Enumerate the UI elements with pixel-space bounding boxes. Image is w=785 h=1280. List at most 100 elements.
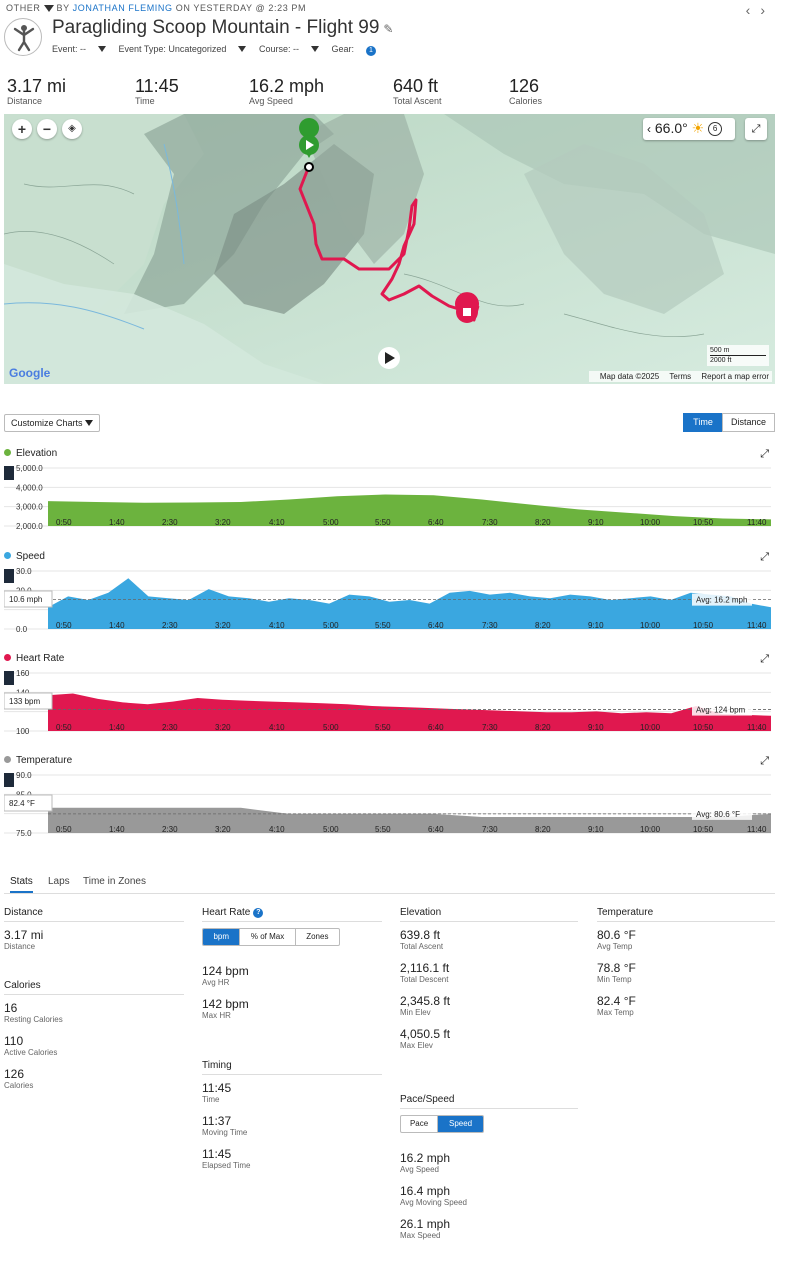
google-logo-text: Google <box>9 366 51 380</box>
course-label: Course: -- <box>258 44 299 54</box>
legend-dot <box>4 654 11 661</box>
x-tick-label: 11:40 <box>747 518 767 527</box>
event-label: Event: -- <box>52 44 87 54</box>
route-map[interactable]: + − ◈ ‹ 66.0° ☀ 6 ⤢ 500 m 2000 ft Google… <box>4 114 775 384</box>
stat-label: Avg Temp <box>597 942 633 951</box>
section-heading: Pace/Speed <box>400 1094 578 1109</box>
activity-date: ON YESTERDAY @ 2:23 PM <box>175 3 307 13</box>
avg-label-bg <box>692 703 752 716</box>
event-type-select[interactable]: Event Type: Uncategorized <box>119 44 247 54</box>
stat-value: 82.4 °F <box>597 994 636 1008</box>
summary-value: 126 <box>509 76 540 96</box>
stat-value: 11:45 <box>202 1147 232 1161</box>
event-select[interactable]: Event: -- <box>52 44 107 54</box>
chart-scrub-handle[interactable] <box>4 773 14 787</box>
expand-chart-icon[interactable]: ⤢ <box>760 448 769 460</box>
chart-scrub-handle[interactable] <box>4 569 14 583</box>
stat-item: 80.6 °F Avg Temp <box>597 928 775 951</box>
stat-value: 16.4 mph <box>400 1184 451 1198</box>
stat-item: 142 bpm Max HR <box>202 997 382 1020</box>
x-tick-label: 5:00 <box>323 723 339 732</box>
toggle-zones[interactable]: Zones <box>306 932 329 941</box>
x-tick-label: 5:00 <box>323 621 339 630</box>
x-tick-label: 7:30 <box>482 621 498 630</box>
fullscreen-icon[interactable]: ⤢ <box>745 118 767 140</box>
chart-scrub-handle[interactable] <box>4 466 14 480</box>
expand-chart-icon[interactable]: ⤢ <box>760 755 769 767</box>
summary-time: 11:45 Time <box>135 76 179 106</box>
chart-scrub-handle[interactable] <box>4 671 14 685</box>
stat-value: 4,050.5 ft <box>400 1027 451 1041</box>
stat-label: Avg HR <box>202 978 230 987</box>
y-tick-label: 5,000.0 <box>16 464 43 473</box>
expand-chart-icon[interactable]: ⤢ <box>760 653 769 665</box>
tab-time-in-zones[interactable]: Time in Zones <box>83 876 146 887</box>
prev-activity-icon[interactable]: ‹ <box>745 2 761 18</box>
help-icon[interactable]: ? <box>253 908 264 918</box>
stats-section-calories: Calories 16 Resting Calories 110 Active Calo… <box>4 980 184 1090</box>
stat-value: 26.1 mph <box>400 1217 451 1231</box>
stats-section-pace-speed: Pace/Speed Pace Speed 16.2 mph Avg Speed 16.4… <box>400 1094 578 1240</box>
chart-2[interactable]: Avg: 124 bpm1601401000:501:402:303:204:1… <box>4 667 774 753</box>
stat-label: Max Elev <box>400 1041 433 1050</box>
activity-nav: ‹› <box>746 2 775 18</box>
chart-0[interactable]: 5,000.0 4,000.0 3,000.0 2,000.0 0:50 1:40 2:30… <box>4 462 774 548</box>
expand-chart-icon[interactable]: ⤢ <box>760 551 769 563</box>
edit-pencil-icon[interactable]: ✎ <box>383 22 394 36</box>
chart-1[interactable]: Avg: 16.2 mph30.020.00.00:501:402:303:20… <box>4 565 774 651</box>
stat-item: 11:37 Moving Time <box>202 1114 382 1137</box>
time-toggle[interactable]: Time <box>683 413 723 432</box>
hover-value-bg <box>4 590 53 608</box>
gear-field[interactable]: Gear: 1 <box>331 44 386 56</box>
wind-icon: 6 <box>708 122 723 136</box>
report-map-error-link[interactable]: Report a map error <box>701 372 769 381</box>
x-tick-label: 5:50 <box>375 621 391 630</box>
section-heading-text: Pace/Speed <box>400 1094 455 1105</box>
activity-type-icon <box>4 18 42 56</box>
distance-toggle[interactable]: Distance <box>722 413 775 432</box>
start-marker[interactable] <box>299 118 320 172</box>
zoom-out-button[interactable]: − <box>37 119 57 139</box>
stat-value: 11:37 <box>202 1114 232 1128</box>
end-marker[interactable] <box>455 292 480 323</box>
stat-label: Max Temp <box>597 1008 634 1017</box>
stat-value: 78.8 °F <box>597 961 636 975</box>
weather-widget[interactable]: ‹ 66.0° ☀ 6 <box>643 118 735 140</box>
x-tick-label: 10:50 <box>693 723 714 732</box>
x-tick-label: 6:40 <box>428 825 444 834</box>
unit-toggle: bpm% of Max Zones <box>202 928 340 946</box>
summary-label: Time <box>135 96 155 106</box>
toggle-pace[interactable]: Pace <box>401 1116 439 1132</box>
series-area <box>48 807 771 833</box>
x-tick-label: 8:20 <box>535 518 551 527</box>
toggle-speed[interactable]: Speed <box>438 1116 483 1132</box>
summary-value: 3.17 mi <box>7 76 67 96</box>
tab-laps[interactable]: Laps <box>48 876 70 887</box>
layers-icon[interactable]: ◈ <box>62 119 82 139</box>
sun-icon: ☀ <box>691 120 705 136</box>
collapse-chevron-icon[interactable]: ‹ <box>647 122 651 136</box>
play-button[interactable] <box>378 347 400 369</box>
next-activity-icon[interactable]: › <box>760 2 775 18</box>
y-tick-label: 160 <box>16 669 30 678</box>
caret-down-icon[interactable] <box>43 5 54 12</box>
activity-byline: OTHER BY JONATHAN FLEMING ON YESTERDAY @ … <box>6 3 306 13</box>
course-select[interactable]: Course: -- <box>259 44 319 54</box>
terms-link[interactable]: Terms <box>669 372 692 381</box>
y-tick-label: 100 <box>16 727 30 736</box>
chart-3[interactable]: Avg: 80.6 °F90.085.075.00:501:402:303:20… <box>4 769 774 855</box>
author-link[interactable]: JONATHAN FLEMING <box>72 3 173 13</box>
customize-charts-button[interactable]: Customize Charts <box>4 414 100 432</box>
toggle-bpm[interactable]: bpm <box>203 929 241 945</box>
summary-label: Avg Speed <box>249 96 293 106</box>
x-tick-label: 5:50 <box>375 825 391 834</box>
x-tick-label: 10:00 <box>640 723 661 732</box>
tab-stats[interactable]: Stats <box>10 876 33 893</box>
zoom-in-button[interactable]: + <box>12 119 32 139</box>
hover-value: 82.4 °F <box>9 799 35 808</box>
x-tick-label: 3:20 <box>215 825 231 834</box>
section-heading: Distance <box>4 907 184 922</box>
toggle--of-max[interactable]: % of Max <box>240 929 296 945</box>
stat-item: 2,116.1 ft Total Descent <box>400 961 578 984</box>
section-heading-text: Heart Rate <box>202 907 251 918</box>
